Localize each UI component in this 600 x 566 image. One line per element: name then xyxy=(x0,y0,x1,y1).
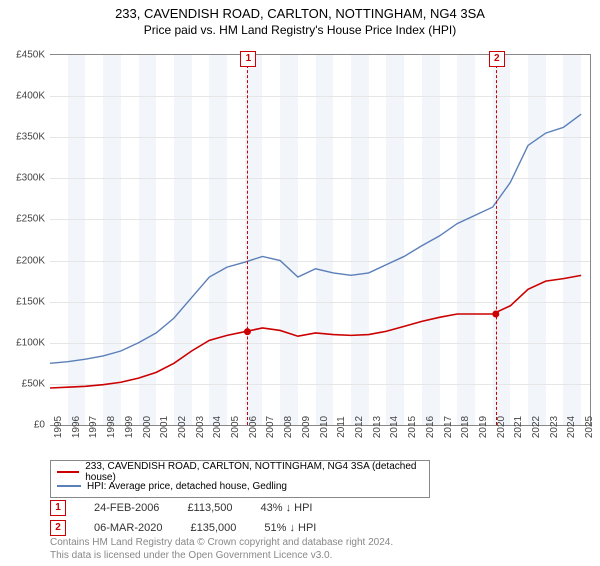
x-axis-tick-label: 2002 xyxy=(177,416,188,438)
y-axis-tick-label: £150K xyxy=(16,296,45,307)
x-axis-tick-label: 2013 xyxy=(372,416,383,438)
x-axis-tick-label: 2022 xyxy=(531,416,542,438)
y-axis-tick-label: £0 xyxy=(34,420,45,431)
y-axis-tick-label: £250K xyxy=(16,214,45,225)
x-axis-tick-label: 2001 xyxy=(159,416,170,438)
x-axis-tick-label: 2017 xyxy=(443,416,454,438)
chart-subtitle: Price paid vs. HM Land Registry's House … xyxy=(0,23,600,37)
legend-swatch xyxy=(57,471,79,473)
y-axis-tick-label: £350K xyxy=(16,132,45,143)
x-axis-tick-label: 1995 xyxy=(53,416,64,438)
transaction-date: 06-MAR-2020 xyxy=(94,522,162,534)
transaction-pct: 51% ↓ HPI xyxy=(264,522,316,534)
x-axis-tick-label: 2010 xyxy=(319,416,330,438)
x-axis-tick-label: 2019 xyxy=(478,416,489,438)
y-axis-tick-label: £400K xyxy=(16,91,45,102)
x-axis-tick-label: 2016 xyxy=(425,416,436,438)
legend-box: 233, CAVENDISH ROAD, CARLTON, NOTTINGHAM… xyxy=(50,460,430,498)
series-hpi xyxy=(50,114,581,363)
footer-line: Contains HM Land Registry data © Crown c… xyxy=(50,536,393,549)
legend-label: HPI: Average price, detached house, Gedl… xyxy=(87,481,287,492)
y-axis-tick-label: £50K xyxy=(22,378,45,389)
y-axis-tick-label: £450K xyxy=(16,50,45,61)
legend-item: 233, CAVENDISH ROAD, CARLTON, NOTTINGHAM… xyxy=(57,465,423,479)
x-axis-tick-label: 2023 xyxy=(549,416,560,438)
y-axis-tick-label: £300K xyxy=(16,173,45,184)
x-axis-tick-label: 2015 xyxy=(407,416,418,438)
x-axis-tick-label: 2012 xyxy=(354,416,365,438)
footer-line: This data is licensed under the Open Gov… xyxy=(50,549,393,562)
chart-svg xyxy=(50,55,590,425)
x-axis-tick-label: 2003 xyxy=(195,416,206,438)
chart-annotation-marker: 1 xyxy=(240,51,256,67)
x-axis-tick-label: 2009 xyxy=(301,416,312,438)
x-axis-tick-label: 2020 xyxy=(496,416,507,438)
x-axis-tick-label: 2007 xyxy=(265,416,276,438)
transaction-marker: 1 xyxy=(50,500,66,516)
chart-plot-area: 1995199619971998199920002001200220032004… xyxy=(50,54,591,426)
x-axis-tick-label: 1997 xyxy=(88,416,99,438)
y-axis-tick-label: £200K xyxy=(16,255,45,266)
legend-swatch xyxy=(57,485,81,487)
x-axis-tick-label: 2006 xyxy=(248,416,259,438)
chart-title: 233, CAVENDISH ROAD, CARLTON, NOTTINGHAM… xyxy=(0,6,600,21)
x-axis-tick-label: 2011 xyxy=(336,416,347,438)
transaction-pct: 43% ↓ HPI xyxy=(261,502,313,514)
x-axis-tick-label: 2004 xyxy=(212,416,223,438)
x-axis-tick-label: 2014 xyxy=(389,416,400,438)
x-axis-tick-label: 2025 xyxy=(584,416,595,438)
y-axis-tick-label: £100K xyxy=(16,337,45,348)
transaction-price: £135,000 xyxy=(190,522,236,534)
chart-annotation-marker: 2 xyxy=(489,51,505,67)
footer-attribution: Contains HM Land Registry data © Crown c… xyxy=(50,536,393,562)
x-axis-tick-label: 2005 xyxy=(230,416,241,438)
x-axis-tick-label: 1996 xyxy=(71,416,82,438)
transaction-price: £113,500 xyxy=(187,502,232,514)
x-axis-tick-label: 2021 xyxy=(513,416,524,438)
x-axis-tick-label: 2018 xyxy=(460,416,471,438)
x-axis-tick-label: 1998 xyxy=(106,416,117,438)
transaction-marker: 2 xyxy=(50,520,66,536)
series-price_paid xyxy=(50,275,581,388)
transaction-date: 24-FEB-2006 xyxy=(94,502,159,514)
x-axis-tick-label: 2024 xyxy=(566,416,577,438)
transaction-row: 2 06-MAR-2020 £135,000 51% ↓ HPI xyxy=(50,520,316,536)
x-axis-tick-label: 1999 xyxy=(124,416,135,438)
x-axis-tick-label: 2008 xyxy=(283,416,294,438)
x-axis-tick-label: 2000 xyxy=(142,416,153,438)
transaction-row: 1 24-FEB-2006 £113,500 43% ↓ HPI xyxy=(50,500,312,516)
